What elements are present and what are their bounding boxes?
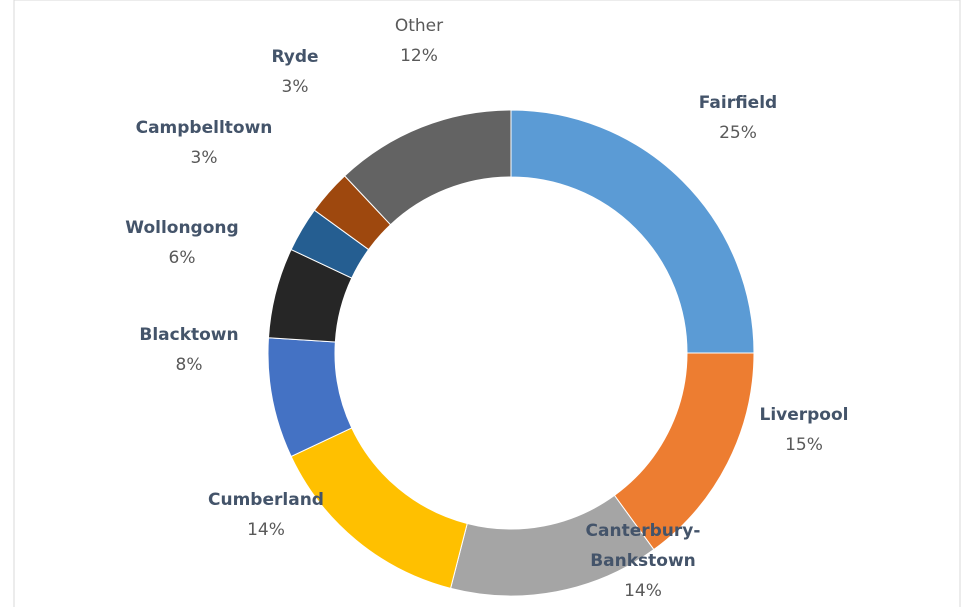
slice-name: Canterbury- Bankstown xyxy=(586,521,701,571)
slice-value-label: 12% xyxy=(400,46,438,66)
chart-border xyxy=(13,0,961,607)
slice-name: Ryde xyxy=(271,47,318,67)
slice-name: Blacktown xyxy=(139,325,238,345)
donut-slice xyxy=(343,109,512,226)
slice-name: Campbelltown xyxy=(136,118,273,138)
slice-name: Liverpool xyxy=(759,405,848,425)
slice-name-line: Liverpool xyxy=(759,405,848,425)
slice-name-line: Bankstown xyxy=(590,551,696,571)
slice-name-line: Cumberland xyxy=(208,490,324,510)
slice-name: Wollongong xyxy=(125,218,238,238)
slice-name-line: Wollongong xyxy=(125,218,238,238)
slice-value-label: 14% xyxy=(624,581,662,601)
slice-name: Fairfield xyxy=(699,93,777,113)
slice-value-label: 14% xyxy=(247,520,285,540)
donut-slice xyxy=(510,109,755,354)
slice-value-label: 25% xyxy=(719,123,757,143)
slice-name-line: Canterbury- xyxy=(586,521,701,541)
slice-value-label: 3% xyxy=(191,148,218,168)
slice-value-label: 8% xyxy=(176,355,203,375)
slice-value-label: 15% xyxy=(785,435,823,455)
slice-value-label: 6% xyxy=(169,248,196,268)
slice-value-label: 3% xyxy=(282,77,309,97)
slice-name-line: Campbelltown xyxy=(136,118,273,138)
slice-name-line: Ryde xyxy=(271,47,318,67)
slice-name-line: Fairfield xyxy=(699,93,777,113)
slice-name: Other xyxy=(395,16,443,36)
slice-name-line: Other xyxy=(395,16,443,36)
slice-name: Cumberland xyxy=(208,490,324,510)
slice-name-line: Blacktown xyxy=(139,325,238,345)
